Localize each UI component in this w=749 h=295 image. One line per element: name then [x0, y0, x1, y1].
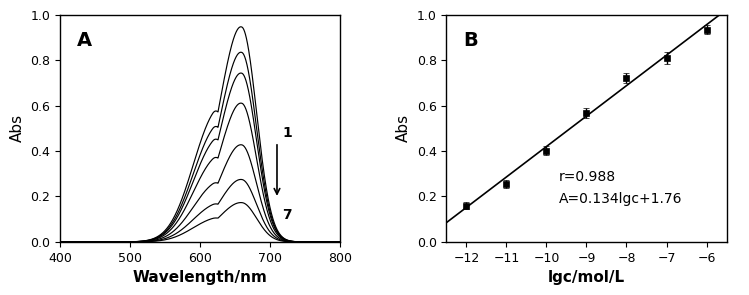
X-axis label: lgc/mol/L: lgc/mol/L [548, 270, 625, 285]
Y-axis label: Abs: Abs [396, 114, 411, 142]
Text: r=0.988: r=0.988 [559, 170, 616, 183]
Text: 1: 1 [282, 126, 292, 140]
Text: A=0.134lgc+1.76: A=0.134lgc+1.76 [559, 192, 682, 206]
Text: 7: 7 [282, 208, 292, 222]
X-axis label: Wavelength/nm: Wavelength/nm [133, 270, 267, 285]
Text: A: A [76, 31, 92, 50]
Text: B: B [463, 31, 478, 50]
Y-axis label: Abs: Abs [10, 114, 25, 142]
